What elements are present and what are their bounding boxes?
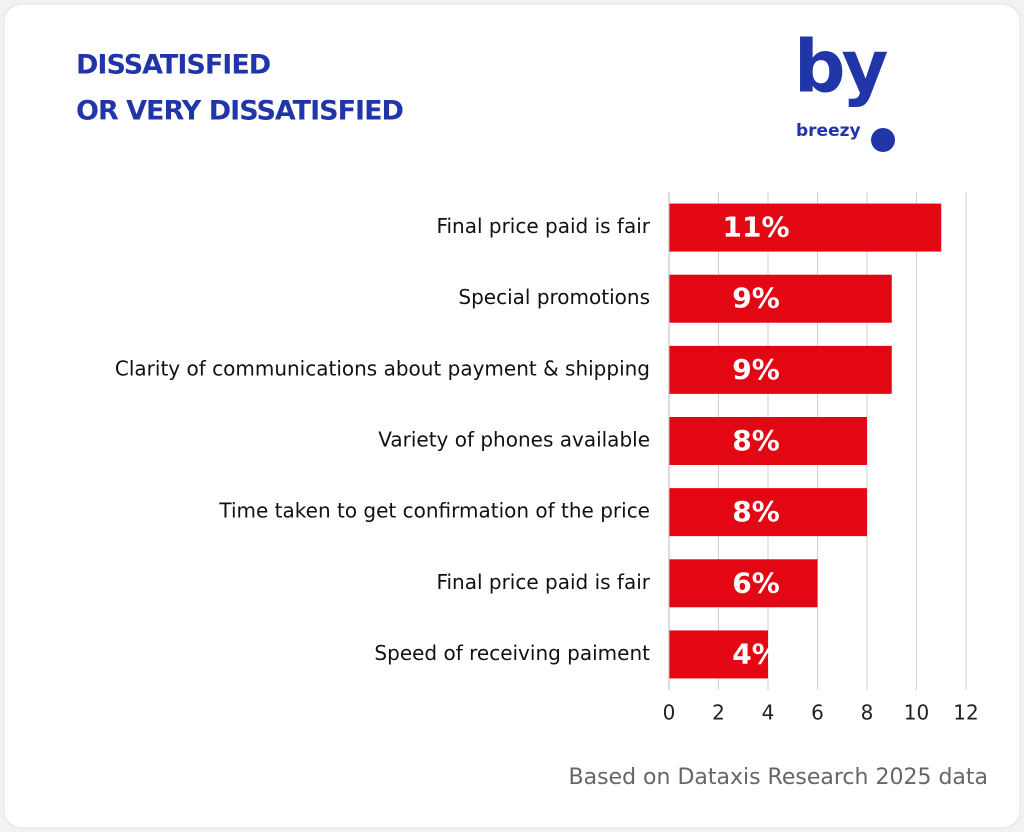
logo-mark: by: [794, 25, 888, 109]
value-label: 9%: [732, 353, 780, 386]
y-tick-label: Variety of phones available: [378, 428, 650, 452]
bar: [669, 630, 768, 679]
value-label: 9%: [732, 282, 780, 315]
y-tick-label: Clarity of communications about payment …: [115, 356, 650, 380]
logo-name: breezy: [796, 121, 861, 141]
value-label: 4%: [732, 637, 780, 670]
x-tick-label: 6: [811, 701, 824, 725]
y-tick-label: Special promotions: [458, 285, 650, 309]
bar: [669, 488, 867, 537]
bar: [669, 203, 942, 252]
y-tick-label: Time taken to get confirmation of the pr…: [218, 499, 650, 523]
bar: [669, 559, 818, 608]
x-tick-label: 8: [861, 701, 874, 725]
x-tick-label: 2: [712, 701, 725, 725]
x-tick-label: 10: [904, 701, 929, 725]
x-tick-label: 4: [762, 701, 775, 725]
x-tick-label: 0: [663, 701, 676, 725]
bar: [669, 345, 892, 394]
logo-dot: [871, 128, 895, 152]
y-tick-label: Speed of receiving paiment: [374, 641, 650, 665]
value-label: 8%: [732, 495, 780, 528]
x-tick-label: 12: [953, 701, 978, 725]
value-label: 8%: [732, 424, 780, 457]
y-tick-label: Final price paid is fair: [436, 214, 650, 238]
value-label: 11%: [722, 211, 789, 244]
chart-title: OR VERY DISSATISFIED: [76, 96, 403, 127]
value-label: 6%: [732, 566, 780, 599]
y-tick-label: Final price paid is fair: [436, 570, 650, 594]
bar: [669, 417, 867, 465]
bar: [669, 274, 892, 323]
chart-title: DISSATISFIED: [76, 50, 270, 81]
source-note: Based on Dataxis Research 2025 data: [569, 765, 988, 790]
